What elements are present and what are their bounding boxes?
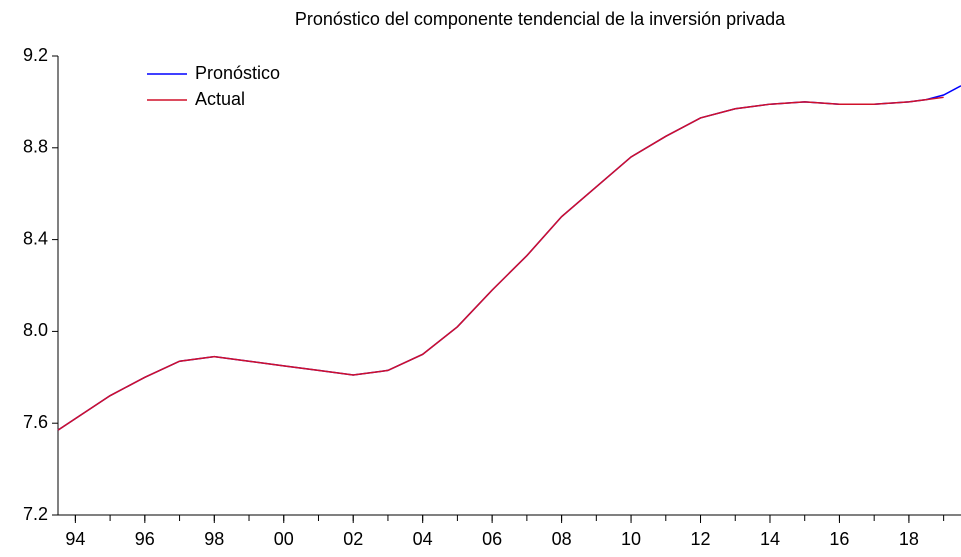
x-tick-label: 00 bbox=[274, 529, 294, 549]
chart-title: Pronóstico del componente tendencial de … bbox=[295, 9, 786, 29]
y-tick-label: 7.6 bbox=[23, 412, 48, 432]
x-tick-label: 02 bbox=[343, 529, 363, 549]
x-tick-label: 10 bbox=[621, 529, 641, 549]
y-tick-label: 7.2 bbox=[23, 504, 48, 524]
x-tick-label: 14 bbox=[760, 529, 780, 549]
y-tick-label: 8.4 bbox=[23, 228, 48, 248]
line-series bbox=[57, 85, 961, 431]
x-tick-label: 18 bbox=[899, 529, 919, 549]
x-tick-label: 94 bbox=[65, 529, 85, 549]
x-tick-label: 04 bbox=[413, 529, 433, 549]
x-tick-label: 96 bbox=[135, 529, 155, 549]
y-tick-label: 8.8 bbox=[23, 137, 48, 157]
y-tick-label: 8.0 bbox=[23, 320, 48, 340]
x-tick-label: 16 bbox=[829, 529, 849, 549]
x-tick-label: 12 bbox=[691, 529, 711, 549]
x-tick-label: 08 bbox=[552, 529, 572, 549]
x-tick-label: 98 bbox=[204, 529, 224, 549]
legend-label: Pronóstico bbox=[195, 63, 280, 83]
x-tick-label: 06 bbox=[482, 529, 502, 549]
y-tick-label: 9.2 bbox=[23, 45, 48, 65]
legend-label: Actual bbox=[195, 89, 245, 109]
line-series bbox=[57, 96, 944, 431]
